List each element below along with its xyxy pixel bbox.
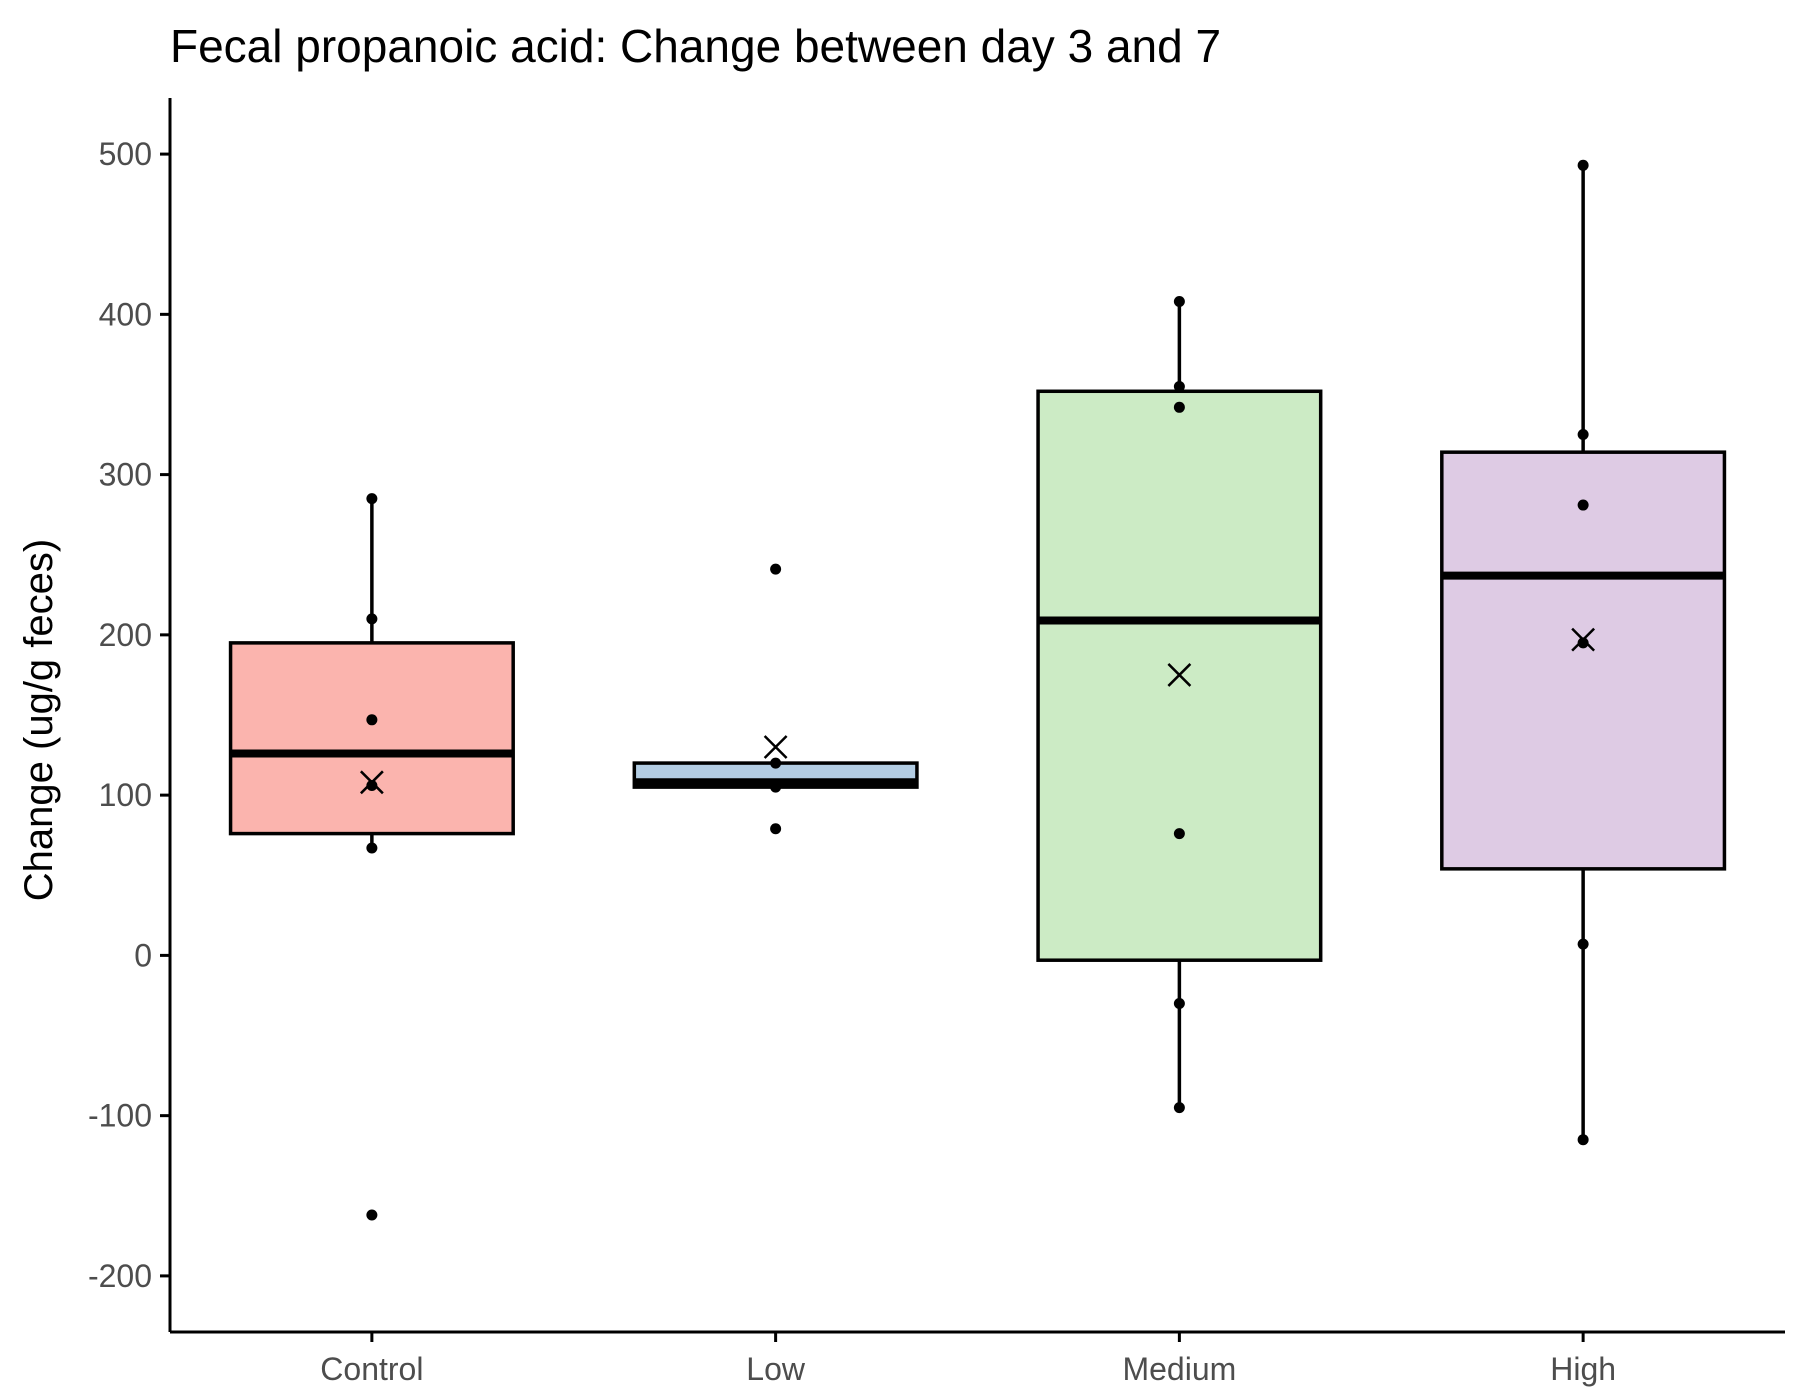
data-point-medium (1173, 380, 1185, 392)
mean-marker-high (1571, 627, 1596, 652)
data-point-low (770, 563, 782, 575)
data-point-control (366, 613, 378, 625)
data-point-control (366, 493, 378, 505)
y-axis-title: Change (ug/g feces) (17, 539, 61, 901)
y-tick-label: 300 (99, 457, 152, 493)
x-tick-label: Medium (1122, 1351, 1236, 1387)
y-tick-label: -200 (88, 1258, 152, 1294)
data-point-high (1577, 429, 1589, 441)
x-tick-label: High (1550, 1351, 1616, 1387)
data-point-medium (1173, 1102, 1185, 1114)
data-point-low (770, 823, 782, 835)
box-control (228, 641, 515, 836)
mean-marker-low (763, 735, 788, 759)
y-tick-label: 0 (134, 937, 152, 973)
data-point-control (366, 714, 378, 726)
y-tick-label: -100 (88, 1098, 152, 1134)
data-point-medium (1173, 296, 1185, 308)
data-point-high (1577, 159, 1589, 171)
data-point-high (1577, 637, 1589, 649)
plot-area: -200 -100 0 100 200 300 400 500 Control Low Medium… (88, 98, 1785, 1387)
data-point-low (770, 781, 782, 793)
data-point-medium (1173, 828, 1185, 840)
x-tick-label: Control (320, 1351, 423, 1387)
chart-title: Fecal propanoic acid: Change between day… (170, 20, 1221, 72)
data-point-medium (1173, 401, 1185, 413)
data-point-high (1577, 499, 1589, 511)
box-high (1440, 450, 1727, 871)
data-point-control (366, 842, 378, 854)
mean-marker-control (359, 770, 384, 795)
data-point-high (1577, 1134, 1589, 1146)
mean-marker-medium (1167, 663, 1192, 687)
y-tick-label: 200 (99, 617, 152, 653)
data-point-high (1577, 938, 1589, 950)
y-tick-label: 500 (99, 136, 152, 172)
x-tick-label: Low (746, 1351, 806, 1387)
data-point-control (366, 1209, 378, 1221)
y-tick-label: 400 (99, 296, 152, 332)
data-point-low (770, 757, 782, 769)
data-point-control (366, 780, 378, 792)
y-tick-label: 100 (99, 777, 152, 813)
data-point-medium (1173, 997, 1185, 1009)
